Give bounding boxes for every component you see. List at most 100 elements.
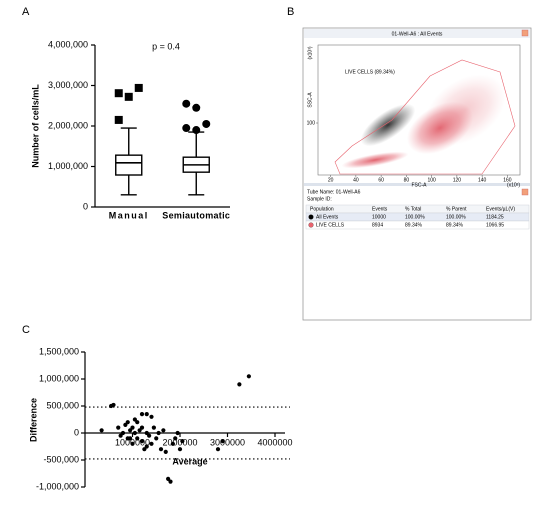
- point: [149, 414, 154, 419]
- point: [139, 425, 145, 430]
- point: [118, 433, 123, 438]
- y-tick-label: 3,000,000: [48, 80, 88, 90]
- column-header: Events/µL(V): [486, 206, 515, 212]
- x-tick-label: 100: [427, 177, 436, 183]
- y-tick-label: -1,000,000: [36, 481, 79, 491]
- x-tick-label: 3000000: [210, 437, 245, 447]
- column-header: % Parent: [446, 206, 467, 212]
- point: [111, 402, 116, 408]
- x-tick-label: 4000000: [257, 437, 292, 447]
- y-tick-label: 2,000,000: [48, 120, 88, 130]
- table-cell: 8934: [372, 222, 383, 228]
- table-cell: 1184.25: [486, 214, 504, 220]
- point: [237, 382, 242, 387]
- point: [156, 430, 161, 436]
- point: [139, 412, 145, 417]
- plot-area: [317, 44, 521, 176]
- point: [142, 447, 147, 452]
- point: [220, 439, 225, 444]
- y-axis-label: Difference: [28, 398, 38, 442]
- column-header: % Total: [405, 206, 421, 212]
- y-tick-label: -500,000: [43, 454, 79, 464]
- x-tick-label: 160: [503, 177, 512, 183]
- outlier: [114, 89, 123, 98]
- event-density: [341, 74, 506, 169]
- x-tick-label: 80: [404, 177, 410, 183]
- x-tick-label: 20: [328, 177, 334, 183]
- panel-label: B: [287, 6, 294, 18]
- point: [173, 436, 178, 441]
- gate-label: LIVE CELLS (89.34%): [345, 69, 395, 75]
- x-tick-label: 140: [478, 177, 487, 183]
- point: [154, 436, 159, 441]
- point: [151, 425, 156, 430]
- point: [161, 428, 166, 433]
- column-header: Population: [310, 206, 334, 212]
- whisker-low: [120, 175, 137, 196]
- panel-label: C: [22, 324, 30, 336]
- point: [168, 479, 173, 484]
- table-cell: 89.34%: [446, 222, 464, 228]
- table-cell: 10000: [372, 214, 386, 220]
- table-cell: LIVE CELLS: [316, 222, 345, 228]
- point: [128, 428, 133, 433]
- point: [135, 420, 140, 425]
- x-tick-label: Manual: [109, 210, 149, 220]
- point: [125, 420, 130, 425]
- whisker-high: [188, 131, 205, 158]
- panel-label: A: [22, 6, 30, 18]
- x-tick-label: Semiautomatic: [162, 210, 230, 220]
- table-row: [305, 220, 530, 230]
- point: [215, 447, 221, 452]
- outlier: [114, 115, 123, 124]
- point: [158, 447, 164, 452]
- point: [180, 439, 185, 444]
- point: [139, 439, 145, 444]
- outlier: [192, 126, 201, 135]
- close-button[interactable]: [521, 188, 529, 196]
- gate-polygon: [334, 59, 516, 175]
- table-cell: 89.34%: [405, 222, 423, 228]
- population-marker: [308, 222, 314, 228]
- y-axis-label: SSC-A: [307, 92, 313, 108]
- table-cell: 100.00%: [405, 214, 425, 220]
- point: [147, 433, 152, 438]
- outlier: [202, 119, 211, 128]
- point: [123, 422, 128, 427]
- x-axis-label: FSC-A: [412, 182, 428, 188]
- y-axis-unit: (x10³): [307, 46, 313, 59]
- point: [130, 441, 135, 446]
- whisker-high: [120, 127, 137, 156]
- x-tick-label: 2000000: [162, 437, 197, 447]
- outlier: [182, 99, 191, 108]
- column-header: Events: [372, 206, 388, 212]
- point: [175, 430, 180, 436]
- close-button[interactable]: [521, 29, 529, 37]
- table-cell: 1066.95: [486, 222, 504, 228]
- y-tick-label: 4,000,000: [48, 39, 88, 49]
- point: [170, 441, 175, 446]
- annotation: p = 0.4: [152, 41, 180, 51]
- point: [132, 417, 137, 422]
- whisker-low: [188, 172, 205, 196]
- point: [132, 430, 137, 436]
- title-bar: [304, 29, 530, 38]
- point: [116, 425, 121, 430]
- plot-title: 01-Well-A6 : All Events: [392, 31, 443, 37]
- point: [144, 430, 149, 436]
- table-cell: All Events: [316, 214, 339, 220]
- outlier: [134, 83, 143, 92]
- y-tick-label: 1,000,000: [39, 373, 79, 383]
- point: [246, 374, 251, 379]
- point: [163, 449, 168, 454]
- point: [177, 447, 183, 452]
- y-tick-label: 1,500,000: [39, 346, 79, 356]
- tube-name: Tube Name: 01-Well-A6: [307, 189, 361, 195]
- y-tick-label: 0: [83, 201, 88, 211]
- x-tick-label: 120: [453, 177, 462, 183]
- outlier: [182, 124, 191, 133]
- x-tick-label: 40: [353, 177, 359, 183]
- point: [128, 436, 133, 441]
- point: [130, 425, 135, 430]
